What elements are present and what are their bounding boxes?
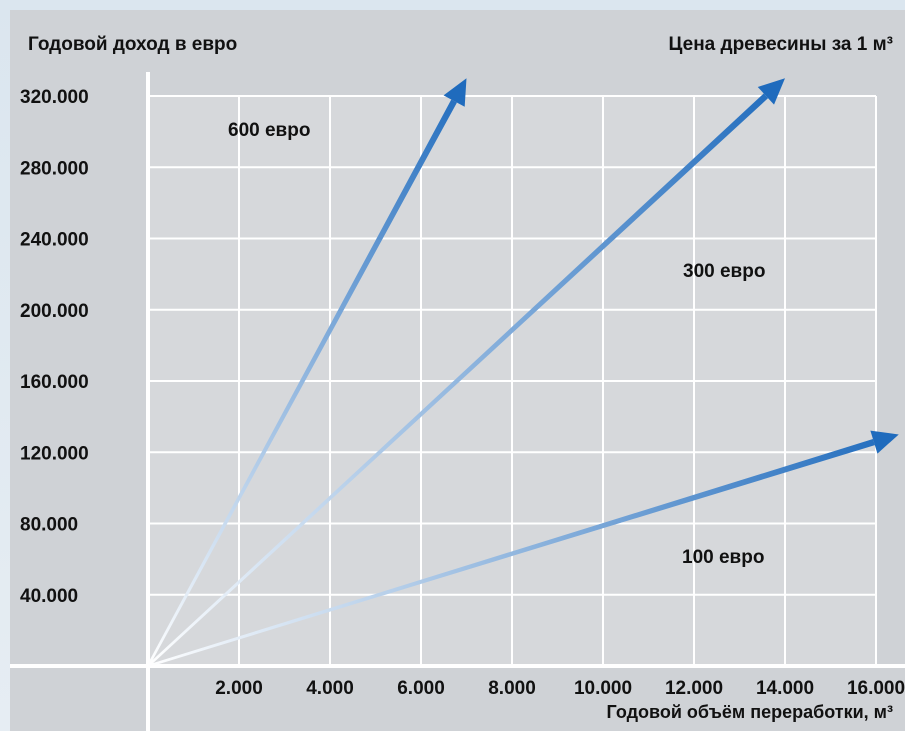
x-tick-labels: 2.000 4.000 6.000 8.000 10.000 12.000 14.000 16… [215, 678, 905, 699]
series-arrow [146, 78, 467, 667]
x-tick-label: 14.000 [756, 678, 814, 699]
x-tick-label: 10.000 [574, 678, 632, 699]
y-tick-label: 40.000 [20, 586, 78, 607]
y-tick-label: 200.000 [20, 301, 89, 322]
x-tick-label: 16.000 [847, 678, 905, 699]
y-tick-label: 240.000 [20, 230, 89, 251]
series-arrow [147, 78, 785, 667]
x-tick-label: 6.000 [397, 678, 445, 699]
x-axis-title: Годовой объём переработки, м³ [607, 702, 893, 722]
legend-title: Цена древесины за 1 м³ [669, 34, 893, 55]
series-arrow [147, 430, 899, 668]
arrow-head [757, 78, 785, 105]
arrow-head [443, 78, 467, 107]
y-tick-labels: 40.000 80.000 120.000 160.000 200.000 240.000… [20, 87, 89, 607]
grid [148, 95, 877, 666]
arrow-head [870, 430, 899, 454]
arrow-shaft [147, 439, 875, 668]
x-tick-label: 4.000 [306, 678, 354, 699]
x-tick-label: 8.000 [488, 678, 536, 699]
arrow-shaft [147, 93, 769, 667]
y-axis-title: Годовой доход в евро [28, 34, 237, 55]
series-arrows [146, 78, 899, 668]
arrow-shaft [146, 99, 457, 667]
x-tick-label: 2.000 [215, 678, 263, 699]
series-label-300: 300 евро [683, 261, 765, 282]
y-tick-label: 160.000 [20, 372, 89, 393]
y-tick-label: 320.000 [20, 87, 89, 108]
y-tick-label: 120.000 [20, 443, 89, 464]
series-label-100: 100 евро [682, 547, 764, 568]
y-tick-label: 280.000 [20, 158, 89, 179]
y-tick-label: 80.000 [20, 515, 78, 536]
x-tick-label: 12.000 [665, 678, 723, 699]
series-label-600: 600 евро [228, 120, 310, 141]
